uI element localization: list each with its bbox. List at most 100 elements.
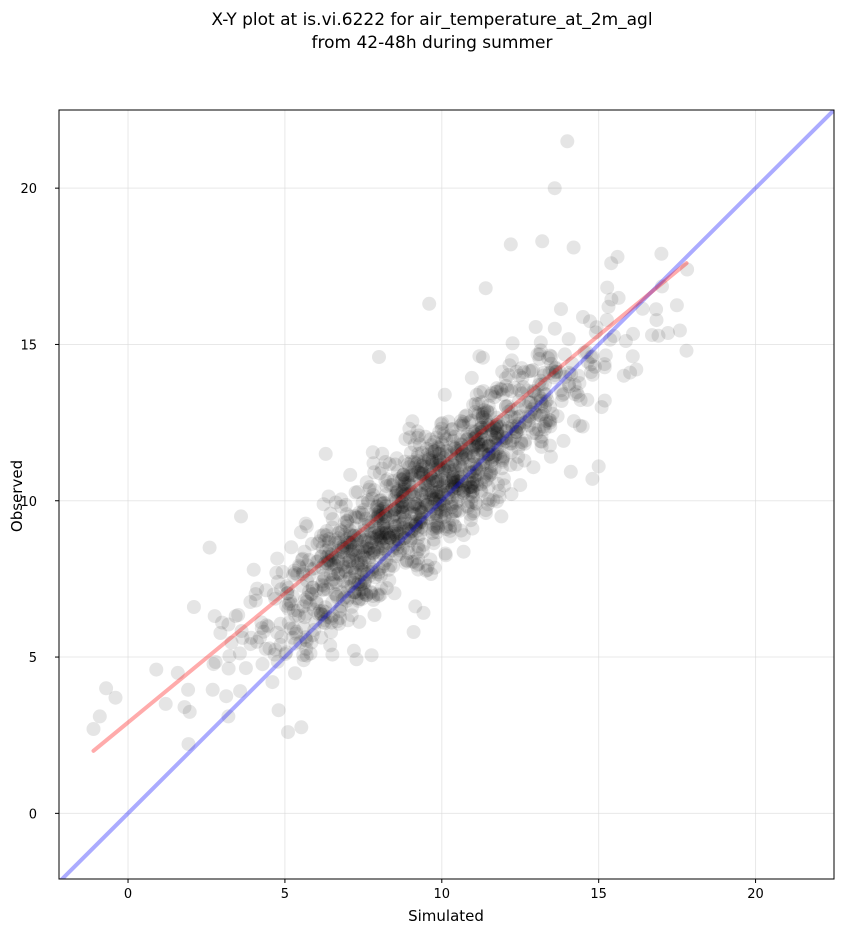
scatter-point bbox=[473, 432, 488, 447]
scatter-point bbox=[447, 475, 461, 490]
scatter-point bbox=[340, 593, 355, 608]
scatter-point bbox=[357, 523, 372, 538]
scatter-point bbox=[267, 647, 282, 662]
scatter-point bbox=[531, 422, 546, 437]
scatter-point bbox=[478, 455, 493, 470]
scatter-point bbox=[404, 465, 419, 480]
scatter-point bbox=[283, 594, 298, 608]
scatter-point bbox=[444, 506, 459, 521]
scatter-point bbox=[366, 456, 381, 471]
scatter-point bbox=[473, 483, 488, 498]
scatter-point bbox=[470, 428, 484, 442]
scatter-point bbox=[375, 506, 390, 521]
scatter-point bbox=[332, 603, 347, 618]
scatter-point bbox=[478, 503, 493, 518]
scatter-point bbox=[495, 454, 510, 469]
scatter-point bbox=[296, 653, 311, 668]
scatter-point bbox=[649, 313, 664, 328]
scatter-point bbox=[576, 310, 590, 324]
scatter-point bbox=[420, 498, 435, 512]
scatter-point bbox=[370, 513, 385, 528]
scatter-point bbox=[283, 621, 298, 636]
scatter-point bbox=[645, 328, 659, 343]
y-tick-label: 5 bbox=[29, 651, 37, 666]
scatter-point bbox=[369, 511, 384, 526]
scatter-point bbox=[407, 438, 422, 452]
scatter-point bbox=[474, 425, 489, 440]
scatter-point bbox=[373, 508, 388, 523]
scatter-point bbox=[484, 453, 499, 468]
scatter-point bbox=[350, 577, 365, 592]
scatter-point bbox=[373, 568, 388, 583]
scatter-point bbox=[499, 424, 514, 439]
scatter-point bbox=[503, 458, 518, 473]
scatter-point bbox=[235, 630, 250, 645]
scatter-point bbox=[427, 560, 442, 575]
scatter-point bbox=[379, 553, 394, 568]
scatter-point bbox=[456, 486, 471, 500]
scatter-point bbox=[466, 438, 480, 453]
scatter-point bbox=[353, 577, 368, 592]
scatter-point bbox=[478, 281, 493, 296]
scatter-point bbox=[460, 475, 475, 490]
scatter-point bbox=[625, 349, 640, 364]
scatter-point bbox=[475, 428, 489, 443]
scatter-point bbox=[274, 629, 289, 644]
scatter-point bbox=[304, 562, 319, 577]
scatter-point bbox=[464, 495, 479, 509]
scatter-point bbox=[328, 495, 343, 510]
scatter-point bbox=[556, 386, 571, 401]
scatter-point bbox=[599, 313, 614, 327]
scatter-point bbox=[443, 446, 458, 461]
scatter-point bbox=[356, 585, 371, 600]
scatter-point bbox=[450, 481, 465, 496]
scatter-point bbox=[266, 587, 281, 602]
scatter-point bbox=[446, 472, 461, 487]
scatter-point bbox=[426, 522, 441, 536]
scatter-point bbox=[396, 508, 411, 523]
scatter-point bbox=[278, 647, 293, 662]
scatter-point bbox=[444, 448, 458, 463]
scatter-point bbox=[567, 387, 582, 402]
scatter-point bbox=[368, 507, 383, 522]
scatter-point bbox=[428, 492, 443, 507]
scatter-point bbox=[477, 403, 492, 418]
scatter-point bbox=[268, 591, 283, 606]
scatter-point bbox=[324, 625, 338, 640]
scatter-point bbox=[395, 472, 410, 487]
scatter-point bbox=[445, 457, 460, 472]
scatter-point bbox=[370, 567, 385, 582]
scatter-point bbox=[286, 603, 301, 618]
scatter-point bbox=[357, 582, 372, 597]
scatter-point bbox=[504, 353, 519, 368]
scatter-point bbox=[408, 518, 423, 533]
scatter-point bbox=[387, 518, 402, 533]
scatter-point bbox=[384, 505, 399, 520]
scatter-point bbox=[455, 452, 470, 467]
scatter-point bbox=[534, 409, 549, 423]
scatter-point bbox=[395, 494, 410, 509]
scatter-point bbox=[373, 530, 388, 545]
scatter-point bbox=[474, 421, 489, 435]
scatter-point bbox=[392, 537, 406, 552]
scatter-point bbox=[219, 689, 234, 704]
scatter-point bbox=[349, 591, 364, 606]
scatter-point bbox=[397, 531, 412, 546]
scatter-point bbox=[474, 420, 489, 435]
scatter-point bbox=[376, 516, 391, 531]
scatter-point bbox=[611, 290, 626, 305]
scatter-point bbox=[450, 489, 465, 504]
scatter-point bbox=[357, 540, 372, 555]
scatter-point bbox=[315, 603, 330, 618]
scatter-point bbox=[413, 510, 428, 525]
scatter-point bbox=[429, 520, 444, 535]
scatter-point bbox=[456, 528, 471, 543]
scatter-point bbox=[490, 384, 505, 399]
scatter-point bbox=[498, 399, 513, 414]
scatter-point bbox=[486, 450, 501, 464]
scatter-point bbox=[432, 474, 446, 489]
scatter-point bbox=[603, 332, 618, 347]
scatter-point bbox=[339, 564, 354, 579]
scatter-point bbox=[436, 426, 451, 441]
scatter-point bbox=[541, 351, 555, 365]
